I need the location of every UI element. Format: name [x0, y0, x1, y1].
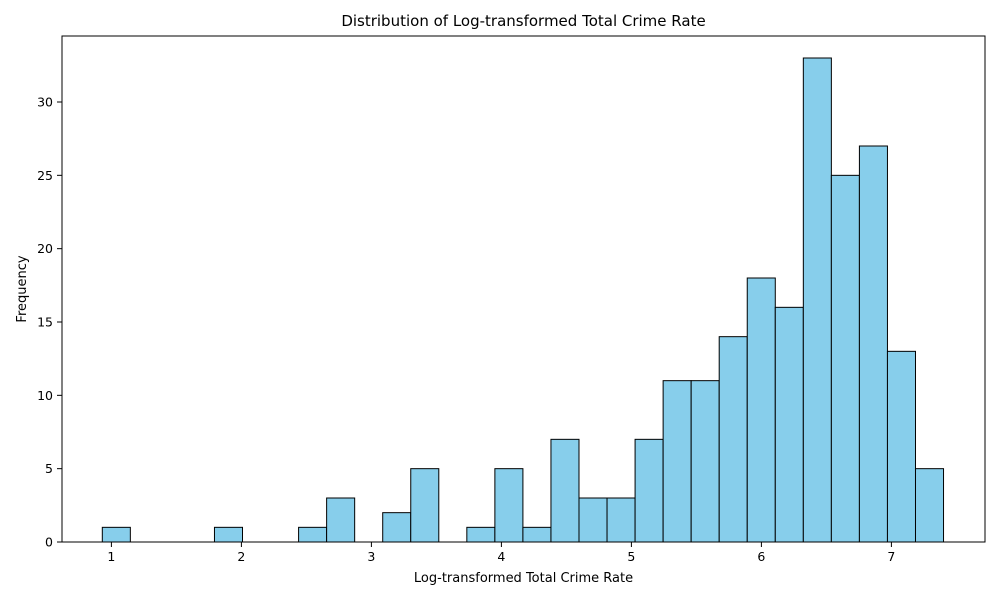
histogram-bar [690, 380, 720, 543]
histogram-bar [746, 277, 776, 543]
plot-area-frame [61, 35, 986, 543]
bars-group [101, 57, 945, 543]
chart-title: Distribution of Log-transformed Total Cr… [341, 12, 705, 30]
histogram-bar [606, 497, 636, 543]
x-tick-label: 6 [757, 549, 765, 564]
x-tick-label: 2 [237, 549, 245, 564]
histogram-bar [298, 526, 328, 543]
histogram-bar [858, 145, 888, 543]
histogram-bar [914, 468, 945, 543]
y-tick-label: 15 [37, 315, 53, 330]
histogram-bar [466, 526, 496, 543]
x-tick-label: 3 [367, 549, 375, 564]
y-tick-label: 10 [37, 388, 53, 403]
y-tick-label: 30 [37, 95, 53, 110]
y-axis-ticks: 0 5 10 15 20 25 30 [37, 95, 62, 550]
y-tick-label: 25 [37, 168, 53, 183]
histogram-bar [326, 497, 356, 543]
x-tick-label: 7 [887, 549, 895, 564]
histogram-bar [886, 350, 916, 543]
histogram-bar [802, 57, 832, 543]
histogram-bar [101, 526, 131, 543]
y-axis-label: Frequency [15, 255, 30, 322]
histogram-bar [830, 174, 860, 543]
histogram-bar [578, 497, 608, 543]
histogram-bar [213, 526, 244, 543]
y-tick-label: 0 [45, 535, 53, 550]
histogram-bar [634, 438, 664, 543]
histogram-bar [718, 336, 748, 543]
y-tick-label: 5 [45, 461, 53, 476]
histogram-bar [774, 306, 804, 543]
histogram-bar [662, 380, 692, 543]
histogram-bar [382, 512, 412, 543]
histogram-bar [410, 468, 440, 543]
histogram-bar [522, 526, 552, 543]
x-axis-ticks: 1 2 3 4 5 6 7 [107, 542, 895, 564]
x-tick-label: 4 [497, 549, 505, 564]
y-tick-label: 20 [37, 241, 53, 256]
x-axis-label: Log-transformed Total Crime Rate [414, 571, 633, 586]
x-tick-label: 1 [107, 549, 115, 564]
histogram-bar [550, 438, 580, 543]
x-tick-label: 5 [627, 549, 635, 564]
histogram-bar [494, 468, 524, 543]
